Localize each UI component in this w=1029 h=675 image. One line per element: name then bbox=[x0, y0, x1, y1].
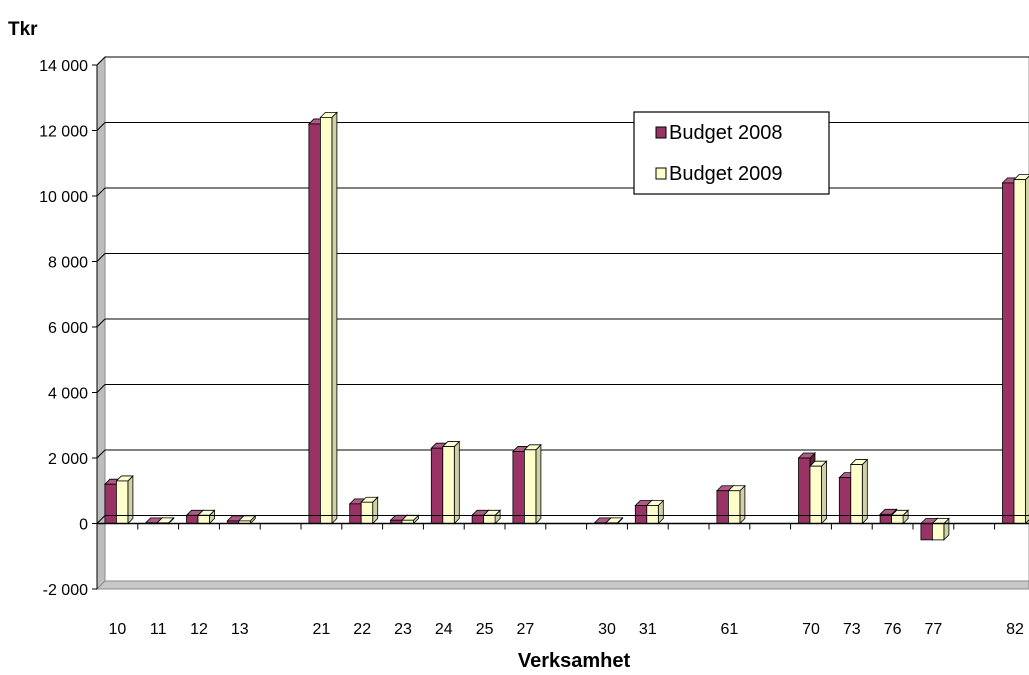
bar-front bbox=[431, 448, 443, 523]
y-tick-label: 0 bbox=[79, 517, 88, 534]
legend-swatch-budget-2009 bbox=[656, 168, 666, 179]
y-tick-label: -2 000 bbox=[43, 582, 88, 599]
bar-front bbox=[647, 505, 659, 523]
y-tick-label: 4 000 bbox=[48, 386, 88, 403]
x-tick-label-61: 61 bbox=[721, 621, 739, 638]
bar-side bbox=[332, 112, 337, 523]
bar-front bbox=[443, 447, 455, 524]
bar-side bbox=[740, 486, 745, 524]
bar-front bbox=[921, 524, 933, 540]
bar-budget-2009-61 bbox=[728, 486, 745, 524]
y-tick-label: 12 000 bbox=[39, 124, 88, 141]
bar-side bbox=[1026, 175, 1029, 524]
x-tick-label-27: 27 bbox=[517, 621, 535, 638]
legend-label-budget-2009: Budget 2009 bbox=[669, 163, 782, 185]
x-tick-label-77: 77 bbox=[925, 621, 943, 638]
x-tick-label-10: 10 bbox=[109, 621, 127, 638]
bar-front bbox=[320, 117, 332, 523]
x-tick-label-76: 76 bbox=[884, 621, 902, 638]
bar-budget-2009-77 bbox=[932, 519, 949, 540]
bar-front bbox=[513, 451, 525, 523]
bar-front bbox=[105, 484, 117, 523]
bar-budget-2009-25 bbox=[484, 510, 501, 523]
bar-side bbox=[862, 460, 867, 524]
bar-budget-2009-12 bbox=[198, 510, 215, 523]
bar-side bbox=[454, 442, 459, 524]
legend-swatch-budget-2008 bbox=[656, 127, 666, 138]
bar-front bbox=[1014, 180, 1026, 524]
bar-front bbox=[472, 515, 484, 523]
y-tick-label: 14 000 bbox=[39, 58, 88, 75]
bar-side bbox=[536, 445, 541, 524]
y-tick-label: 8 000 bbox=[48, 255, 88, 272]
bar-budget-2009-10 bbox=[116, 476, 132, 524]
y-tick-label: 6 000 bbox=[48, 320, 88, 337]
bar-front bbox=[892, 515, 904, 523]
bar-front bbox=[839, 478, 851, 524]
bar-side bbox=[128, 476, 133, 524]
x-tick-label-30: 30 bbox=[598, 621, 616, 638]
x-tick-label-22: 22 bbox=[353, 621, 371, 638]
bar-budget-2009-22 bbox=[361, 497, 378, 523]
bar-front bbox=[932, 524, 944, 540]
legend: Budget 2008 Budget 2009 bbox=[634, 112, 829, 194]
x-tick-label-11: 11 bbox=[150, 621, 167, 638]
bar-front bbox=[717, 491, 729, 524]
bar-budget-2009-76 bbox=[892, 510, 909, 523]
bar-front bbox=[810, 466, 822, 523]
bar-budget-2009-73 bbox=[851, 460, 868, 524]
bar-front bbox=[1003, 183, 1015, 524]
x-tick-label-23: 23 bbox=[394, 621, 412, 638]
bar-front bbox=[198, 515, 210, 523]
bar-front bbox=[309, 124, 321, 524]
bar-budget-2009-70 bbox=[810, 461, 827, 523]
bar-front bbox=[799, 458, 811, 524]
plot-floor bbox=[97, 581, 1029, 589]
x-tick-label-24: 24 bbox=[435, 621, 453, 638]
bar-budget-2009-27 bbox=[524, 445, 541, 524]
bar-budget-2009-24 bbox=[443, 442, 460, 524]
x-tick-label-70: 70 bbox=[802, 621, 820, 638]
bar-front bbox=[635, 505, 647, 523]
bar-budget-2009-21 bbox=[320, 112, 337, 523]
y-unit-label: Tkr bbox=[8, 19, 38, 40]
bar-front bbox=[484, 515, 496, 523]
y-tick-label: 10 000 bbox=[39, 189, 88, 206]
bar-front bbox=[350, 504, 362, 524]
bar-front bbox=[116, 481, 128, 524]
x-tick-label-12: 12 bbox=[190, 621, 208, 638]
x-tick-label-21: 21 bbox=[313, 621, 331, 638]
x-axis-title: Verksamhet bbox=[518, 650, 631, 670]
bar-budget-2009-31 bbox=[647, 500, 664, 523]
bar-side bbox=[822, 461, 827, 523]
x-tick-label-73: 73 bbox=[843, 621, 861, 638]
bar-budget-2009-82 bbox=[1014, 175, 1029, 524]
x-tick-label-13: 13 bbox=[231, 621, 249, 638]
bar-front bbox=[851, 465, 863, 524]
bar-front bbox=[524, 450, 536, 524]
bar-front bbox=[728, 491, 740, 524]
legend-label-budget-2008: Budget 2008 bbox=[669, 122, 782, 144]
x-tick-label-25: 25 bbox=[476, 621, 494, 638]
y-tick-label: 2 000 bbox=[48, 451, 88, 468]
x-tick-label-31: 31 bbox=[639, 621, 657, 638]
x-tick-label-82: 82 bbox=[1006, 621, 1024, 638]
bar-front bbox=[361, 502, 373, 523]
bar-front bbox=[187, 515, 199, 523]
